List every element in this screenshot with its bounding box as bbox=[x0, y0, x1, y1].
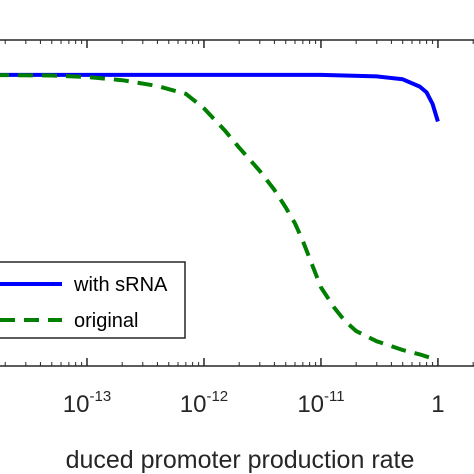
x-tick-label-base: 10 bbox=[297, 391, 324, 418]
legend-label-1: with sRNA bbox=[73, 274, 168, 296]
plot-area bbox=[0, 39, 474, 367]
x-tick-label: 10-13 bbox=[63, 388, 111, 418]
legend: with sRNA original bbox=[0, 261, 186, 339]
x-tick-label: 10-12 bbox=[180, 388, 228, 418]
x-tick-label-exponent: -11 bbox=[324, 388, 345, 405]
series-line-2 bbox=[0, 73, 439, 363]
x-ticks: 10-13 10-12 10-11 1 bbox=[4, 40, 474, 418]
x-tick-label: 10-11 bbox=[297, 388, 344, 418]
series-line-1 bbox=[0, 72, 440, 123]
x-tick-label-base: 10 bbox=[180, 391, 207, 418]
x-tick-label-base: 10 bbox=[63, 391, 90, 418]
axes-box bbox=[0, 39, 474, 367]
legend-box bbox=[0, 261, 186, 339]
series-layer bbox=[0, 72, 440, 363]
x-tick-label-exponent: -13 bbox=[89, 388, 111, 405]
x-axis-label: duced promoter production rate bbox=[66, 446, 415, 474]
x-tick-label-base: 1 bbox=[431, 391, 444, 418]
legend-label-2: original bbox=[74, 310, 138, 332]
x-tick-label-exponent: -12 bbox=[206, 388, 228, 405]
x-tick-label: 1 bbox=[431, 391, 444, 418]
